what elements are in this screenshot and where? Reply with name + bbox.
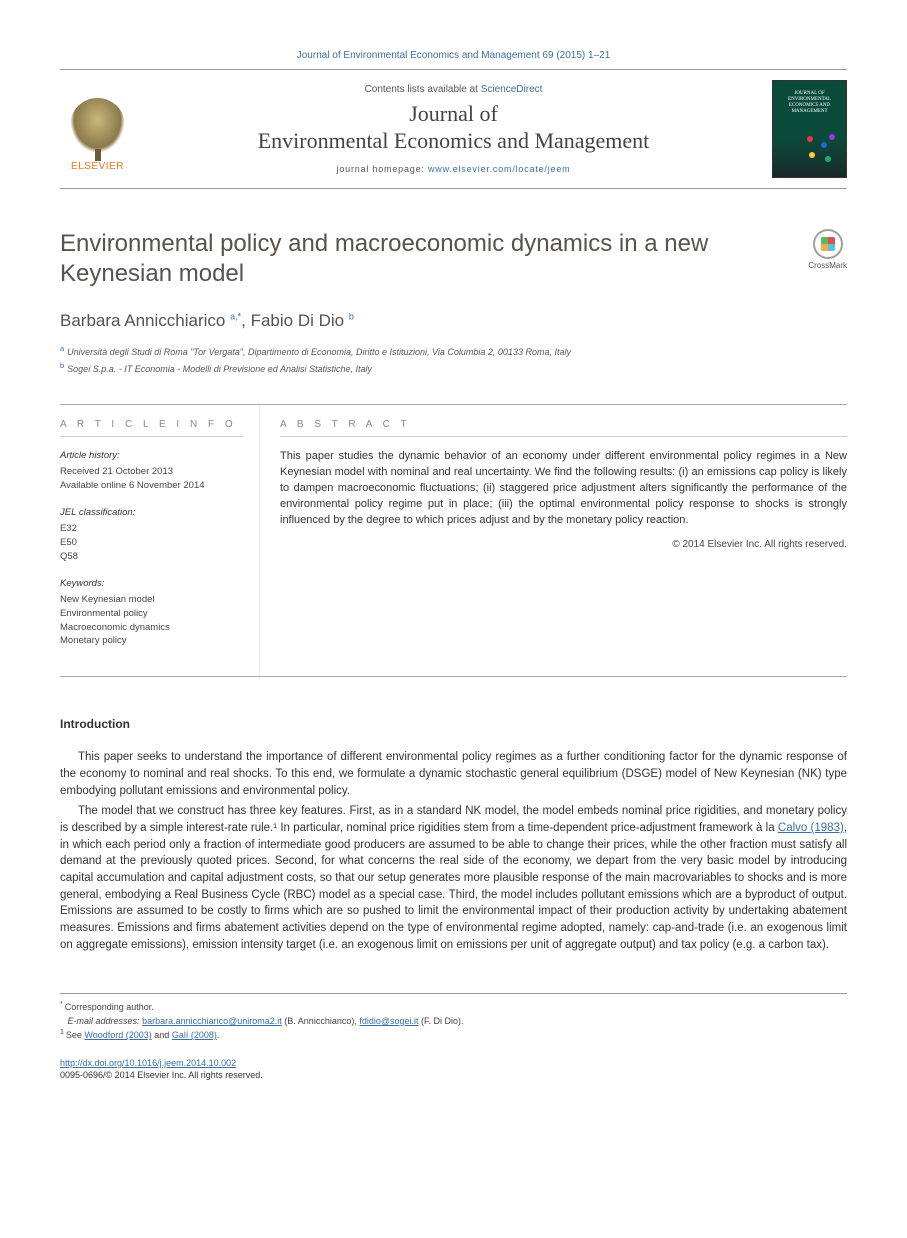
contents-available-line: Contents lists available at ScienceDirec… bbox=[155, 84, 752, 95]
fn1-prefix: See bbox=[66, 1030, 85, 1040]
footnote-emails: E-mail addresses: barbara.annicchiarico@… bbox=[60, 1015, 847, 1029]
intro-para-2: The model that we construct has three ke… bbox=[60, 803, 847, 953]
intro-para-1: This paper seeks to understand the impor… bbox=[60, 749, 847, 799]
cover-art bbox=[803, 134, 838, 169]
crossmark-label: CrossMark bbox=[808, 261, 847, 270]
abstract-text: This paper studies the dynamic behavior … bbox=[280, 449, 847, 529]
homepage-link[interactable]: www.elsevier.com/locate/jeem bbox=[428, 164, 570, 174]
publisher-brand: ELSEVIER bbox=[71, 161, 124, 172]
fn1-mid: and bbox=[152, 1030, 172, 1040]
footnote-corresponding: *Corresponding author. bbox=[60, 1000, 847, 1015]
aff-text-a: Università degli Studi di Roma "Tor Verg… bbox=[67, 347, 571, 357]
author-1-corr: ,* bbox=[235, 311, 241, 321]
author-2-aff: b bbox=[349, 311, 354, 321]
journal-cover-thumb: JOURNAL OF ENVIRONMENTAL ECONOMICS AND M… bbox=[772, 80, 847, 178]
footnotes: *Corresponding author. E-mail addresses:… bbox=[60, 993, 847, 1043]
aff-text-b: Sogei S.p.a. - IT Economia - Modelli di … bbox=[67, 364, 372, 374]
crossmark-icon bbox=[813, 229, 843, 259]
journal-citation: Journal of Environmental Economics and M… bbox=[60, 50, 847, 61]
sciencedirect-link[interactable]: ScienceDirect bbox=[481, 84, 543, 95]
history-line-1: Received 21 October 2013 bbox=[60, 465, 243, 479]
article-info-heading: A R T I C L E I N F O bbox=[60, 419, 243, 437]
jel-code-2: E50 bbox=[60, 536, 243, 550]
journal-header: ELSEVIER Contents lists available at Sci… bbox=[60, 69, 847, 189]
introduction-heading: Introduction bbox=[60, 717, 847, 731]
email-2[interactable]: fdidio@sogei.it bbox=[359, 1016, 418, 1026]
authors-line: Barbara Annicchiarico a,*, Fabio Di Dio … bbox=[60, 311, 847, 331]
info-abstract-row: A R T I C L E I N F O Article history: R… bbox=[60, 404, 847, 677]
abstract-column: A B S T R A C T This paper studies the d… bbox=[260, 405, 847, 676]
keyword-1: New Keynesian model bbox=[60, 593, 243, 607]
header-center: Contents lists available at ScienceDirec… bbox=[135, 84, 772, 174]
journal-name-line1: Journal of bbox=[409, 101, 498, 126]
ref-calvo-1983[interactable]: Calvo (1983) bbox=[778, 822, 844, 834]
elsevier-tree-icon bbox=[70, 98, 125, 153]
fn1-ref-gali[interactable]: Galí (2008) bbox=[172, 1030, 217, 1040]
title-row: Environmental policy and macroeconomic d… bbox=[60, 229, 847, 289]
doi-link[interactable]: http://dx.doi.org/10.1016/j.jeem.2014.10… bbox=[60, 1058, 236, 1068]
abstract-heading: A B S T R A C T bbox=[280, 419, 847, 437]
history-heading: Article history: bbox=[60, 449, 243, 463]
author-1: Barbara Annicchiarico bbox=[60, 311, 225, 330]
email-1-who: (B. Annicchiarico) bbox=[284, 1016, 354, 1026]
email-1[interactable]: barbara.annicchiarico@uniroma2.it bbox=[142, 1016, 282, 1026]
affiliation-b: bSogei S.p.a. - IT Economia - Modelli di… bbox=[60, 360, 847, 377]
journal-name: Journal of Environmental Economics and M… bbox=[155, 101, 752, 154]
article-history-block: Article history: Received 21 October 201… bbox=[60, 449, 243, 492]
jel-code-3: Q58 bbox=[60, 550, 243, 564]
corr-author-label: Corresponding author. bbox=[65, 1002, 154, 1012]
fn1-ref-woodford[interactable]: Woodford (2003) bbox=[84, 1030, 151, 1040]
journal-name-line2: Environmental Economics and Management bbox=[258, 128, 650, 153]
keyword-3: Macroeconomic dynamics bbox=[60, 621, 243, 635]
crossmark-badge[interactable]: CrossMark bbox=[808, 229, 847, 270]
keywords-heading: Keywords: bbox=[60, 577, 243, 591]
keyword-2: Environmental policy bbox=[60, 607, 243, 621]
doi-block: http://dx.doi.org/10.1016/j.jeem.2014.10… bbox=[60, 1057, 847, 1082]
abstract-copyright: © 2014 Elsevier Inc. All rights reserved… bbox=[280, 539, 847, 550]
affiliation-a: aUniversità degli Studi di Roma "Tor Ver… bbox=[60, 343, 847, 360]
email-label: E-mail addresses: bbox=[68, 1016, 140, 1026]
issn-copyright-line: 0095-0696/© 2014 Elsevier Inc. All right… bbox=[60, 1069, 847, 1082]
author-2: Fabio Di Dio bbox=[251, 311, 345, 330]
fn1-suffix: . bbox=[217, 1030, 220, 1040]
email-2-who: (F. Di Dio) bbox=[421, 1016, 461, 1026]
footnote-1: 1See Woodford (2003) and Galí (2008). bbox=[60, 1028, 847, 1043]
article-info-column: A R T I C L E I N F O Article history: R… bbox=[60, 405, 260, 676]
keywords-block: Keywords: New Keynesian model Environmen… bbox=[60, 577, 243, 648]
homepage-line: journal homepage: www.elsevier.com/locat… bbox=[155, 164, 752, 174]
history-line-2: Available online 6 November 2014 bbox=[60, 479, 243, 493]
jel-heading: JEL classification: bbox=[60, 506, 243, 520]
contents-prefix: Contents lists available at bbox=[365, 84, 481, 95]
article-title: Environmental policy and macroeconomic d… bbox=[60, 229, 808, 289]
homepage-prefix: journal homepage: bbox=[337, 164, 428, 174]
jel-block: JEL classification: E32 E50 Q58 bbox=[60, 506, 243, 563]
elsevier-logo: ELSEVIER bbox=[60, 87, 135, 172]
cover-title: JOURNAL OF ENVIRONMENTAL ECONOMICS AND M… bbox=[779, 91, 840, 115]
jel-code-1: E32 bbox=[60, 522, 243, 536]
keyword-4: Monetary policy bbox=[60, 634, 243, 648]
affiliations: aUniversità degli Studi di Roma "Tor Ver… bbox=[60, 343, 847, 376]
